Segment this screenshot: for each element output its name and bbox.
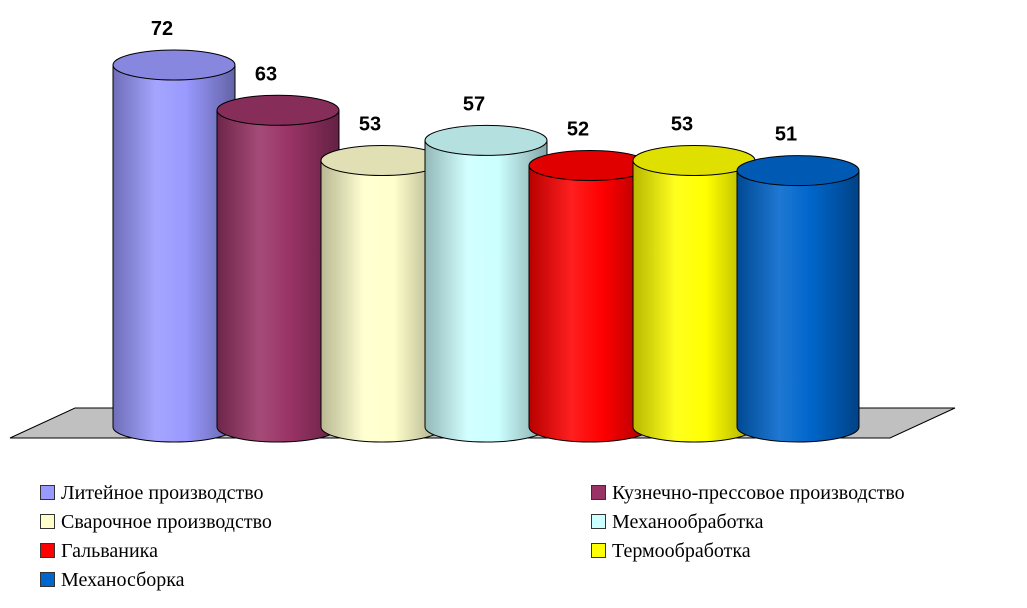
data-label-6: 53 [671,114,693,136]
legend-label: Кузнечно-прессовое производство [612,482,905,504]
data-label-5: 52 [567,119,589,141]
legend-swatch [591,542,606,558]
legend-item-3: Сварочное производство [40,507,272,537]
data-label-4: 57 [463,93,485,115]
legend-label: Механосборка [61,569,185,591]
data-label-1: 72 [151,18,173,40]
bars-layer [112,49,860,443]
legend-swatch [591,513,606,529]
legend-item-1: Литейное производство [40,478,264,508]
legend-label: Термообработка [612,540,751,562]
legend-item-4: Механообработка [591,507,763,537]
legend-item-6: Термообработка [591,536,751,566]
data-label-3: 53 [359,114,381,136]
legend-item-7: Механосборка [40,565,185,595]
bar-top-2 [216,94,340,126]
legend-label: Механообработка [612,511,764,533]
legend-swatch [40,484,55,500]
bar-body-7 [736,170,860,443]
legend-swatch [40,571,55,587]
legend-label: Литейное производство [61,482,264,504]
labels-layer: 72 63 53 57 52 53 51 [151,18,797,146]
data-label-7: 51 [775,124,797,146]
bar-top-1 [112,49,236,81]
chart-plot: 72 63 53 57 52 53 51 [9,18,956,443]
legend-label: Гальваника [61,540,158,562]
data-label-2: 63 [255,63,277,85]
legend-swatch [40,542,55,558]
legend-item-2: Кузнечно-прессовое производство [591,478,905,508]
legend-item-5: Гальваника [40,536,158,566]
legend-swatch [40,513,55,529]
bar-top-4 [424,124,548,156]
legend-label: Сварочное производство [61,511,272,533]
bar-top-7 [736,155,860,187]
legend-swatch [591,484,606,500]
